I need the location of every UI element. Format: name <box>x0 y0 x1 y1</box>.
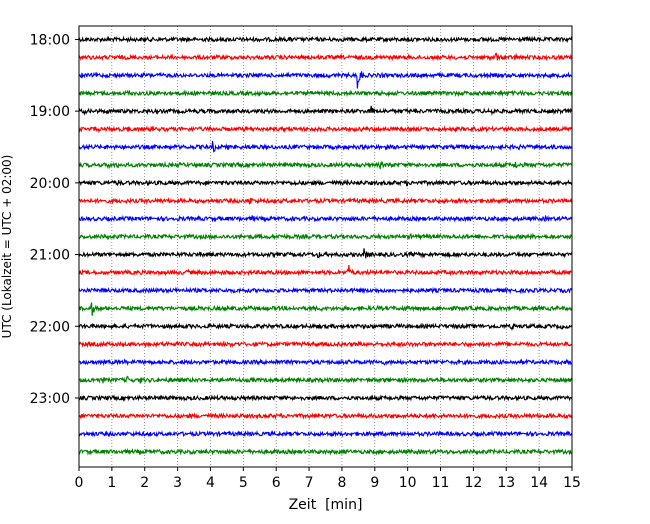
y-tick-label: 22:00 <box>30 319 70 335</box>
trace-row-2000 <box>78 178 573 187</box>
trace-row-1815 <box>78 52 573 62</box>
trace-row-2130 <box>78 286 573 295</box>
trace-row-1915 <box>78 125 573 134</box>
trace-row-2030 <box>78 214 573 223</box>
trace-row-2230 <box>78 358 573 367</box>
x-tick-label: 2 <box>140 475 149 491</box>
trace-row-2215 <box>78 340 573 349</box>
trace-row-2015 <box>78 196 573 205</box>
x-axis-ticks: 0 1 2 3 4 5 6 7 8 9 10 11 12 13 14 15 <box>75 467 581 491</box>
trace-row-1930 <box>78 140 573 153</box>
seismogram-traces <box>78 35 573 456</box>
y-tick-label: 21:00 <box>30 248 70 264</box>
x-axis-label: Zeit [min] <box>289 497 363 513</box>
trace-row-2345 <box>78 447 573 456</box>
trace-row-1830 <box>78 71 573 89</box>
trace-row-1845 <box>78 89 573 98</box>
trace-row-2100 <box>78 248 573 259</box>
trace-row-1900 <box>78 105 573 116</box>
y-axis-ticks: 18:00 19:00 20:00 21:00 22:00 23:00 <box>30 32 79 407</box>
x-tick-label: 12 <box>464 475 482 491</box>
y-tick-label: 23:00 <box>30 391 70 407</box>
x-tick-label: 14 <box>530 475 548 491</box>
x-tick-label: 5 <box>239 475 248 491</box>
trace-row-1800 <box>78 35 573 44</box>
x-tick-label: 4 <box>206 475 215 491</box>
y-tick-label: 20:00 <box>30 176 70 192</box>
trace-row-2315 <box>78 411 573 420</box>
x-tick-label: 6 <box>272 475 281 491</box>
trace-row-1945 <box>78 160 573 170</box>
x-tick-label: 15 <box>563 475 581 491</box>
plot-frame <box>78 25 573 468</box>
x-tick-label: 8 <box>337 475 346 491</box>
trace-row-2330 <box>78 429 573 438</box>
y-tick-label: 18:00 <box>30 32 70 48</box>
trace-row-2115 <box>78 264 573 277</box>
y-axis-label: UTC (Lokalzeit = UTC + 02:00) <box>0 155 14 339</box>
x-tick-label: 0 <box>75 475 84 491</box>
x-tick-label: 13 <box>497 475 515 491</box>
y-tick-label: 19:00 <box>30 104 70 120</box>
x-tick-label: 7 <box>305 475 314 491</box>
x-tick-label: 3 <box>173 475 182 491</box>
x-tick-label: 10 <box>399 475 417 491</box>
x-tick-label: 9 <box>370 475 379 491</box>
trace-row-2145 <box>78 302 573 316</box>
trace-row-2200 <box>78 322 573 331</box>
trace-row-2045 <box>78 232 573 241</box>
x-tick-label: 1 <box>107 475 116 491</box>
trace-row-2245 <box>78 375 573 384</box>
x-tick-label: 11 <box>432 475 450 491</box>
trace-row-2300 <box>78 394 573 403</box>
